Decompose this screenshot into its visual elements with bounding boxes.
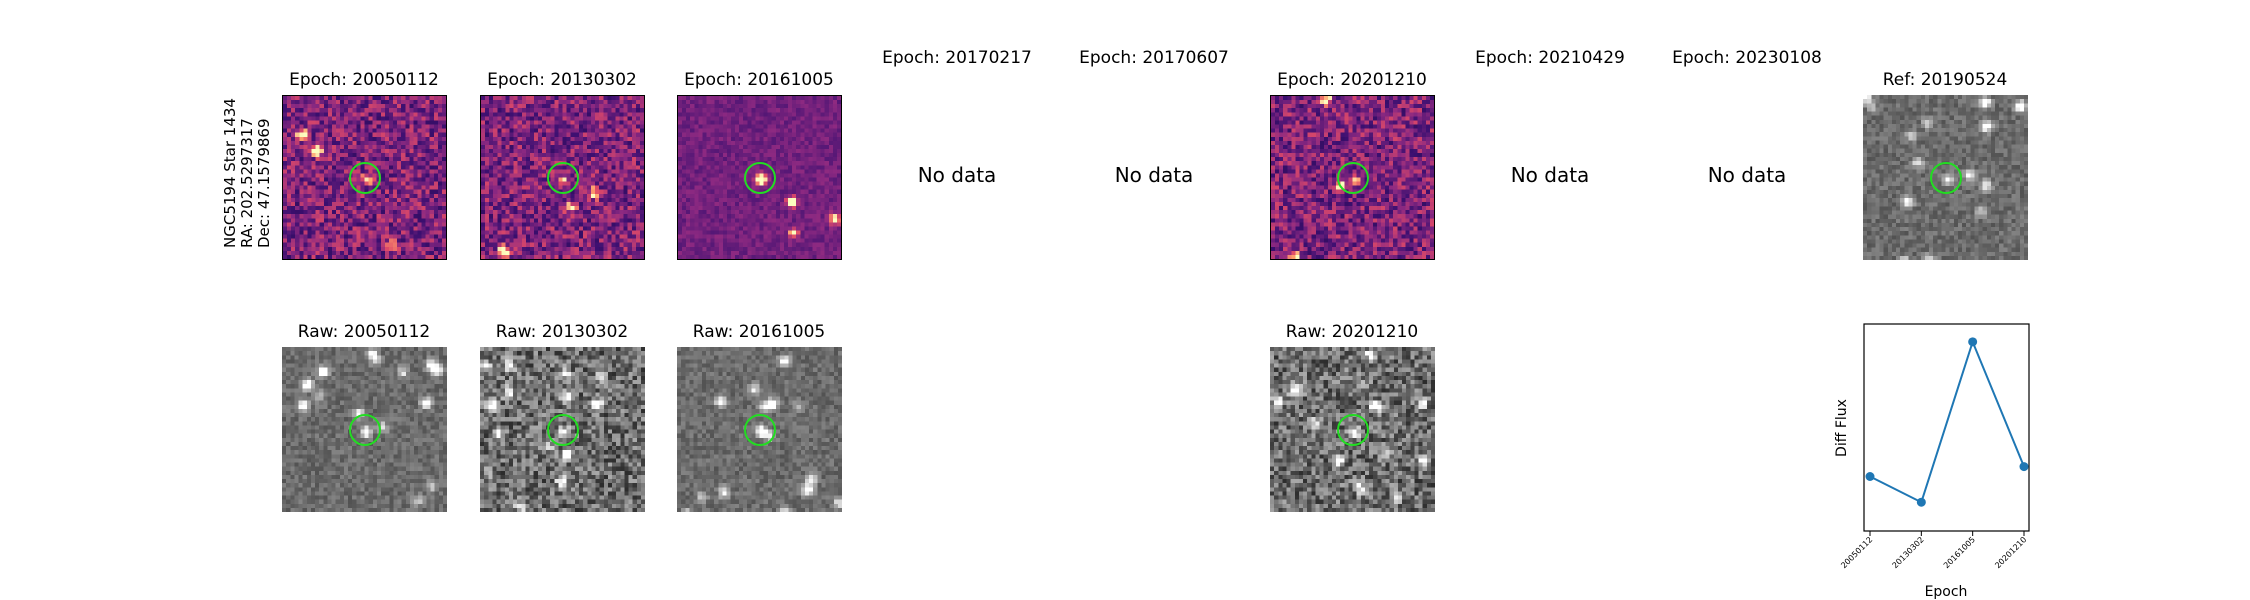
data-point xyxy=(1968,337,1978,347)
no-data-4: No data xyxy=(917,163,997,187)
epoch-title-1: Epoch: 20050112 xyxy=(289,70,439,90)
raw-title-6: Raw: 20201210 xyxy=(1285,322,1419,342)
series-line xyxy=(1869,338,2025,504)
reference-title: Ref: 20190524 xyxy=(1882,70,2008,90)
epoch-title-8: Epoch: 20230108 xyxy=(1672,48,1822,68)
light-curve-chart: 20050112 20130302 20161005 20201210 Diff Fl… xyxy=(1834,323,2030,600)
target-circle xyxy=(743,161,776,194)
epoch-title-6: Epoch: 20201210 xyxy=(1277,70,1427,90)
epoch-title-7: Epoch: 20210429 xyxy=(1475,48,1625,68)
raw-image-1 xyxy=(282,347,447,512)
epoch-title-2: Epoch: 20130302 xyxy=(487,70,637,90)
y-axis-label: Diff Flux xyxy=(1834,399,1850,457)
reference-image xyxy=(1863,95,2028,260)
diff-image-3 xyxy=(677,95,842,260)
target-circle xyxy=(1336,413,1369,446)
target-circle xyxy=(546,161,579,194)
diff-image-1 xyxy=(282,95,447,260)
data-point xyxy=(2019,462,2029,472)
no-data-8: No data xyxy=(1707,163,1787,187)
target-circle xyxy=(348,413,381,446)
data-point xyxy=(1916,497,1926,507)
diff-image-2 xyxy=(480,95,645,260)
raw-image-6 xyxy=(1270,347,1435,512)
x-tick-label: 20201210 xyxy=(1993,535,2028,570)
epoch-title-4: Epoch: 20170217 xyxy=(882,48,1032,68)
diff-image-6 xyxy=(1270,95,1435,260)
epoch-title-5: Epoch: 20170607 xyxy=(1079,48,1229,68)
data-point xyxy=(1865,472,1875,481)
x-tick-label: 20161005 xyxy=(1942,535,1977,570)
x-tick-label: 20130302 xyxy=(1891,535,1926,570)
raw-title-2: Raw: 20130302 xyxy=(495,322,629,342)
target-circle xyxy=(1929,161,1962,194)
plot-frame xyxy=(1863,323,2030,532)
target-circle xyxy=(1336,161,1369,194)
no-data-7: No data xyxy=(1510,163,1590,187)
epoch-title-3: Epoch: 20161005 xyxy=(684,70,834,90)
raw-title-1: Raw: 20050112 xyxy=(297,322,431,342)
star-ra: RA: 202.5297317 xyxy=(238,118,256,248)
x-axis-label: Epoch xyxy=(1925,584,1968,600)
target-circle xyxy=(743,413,776,446)
raw-title-3: Raw: 20161005 xyxy=(692,322,826,342)
no-data-5: No data xyxy=(1114,163,1194,187)
target-circle xyxy=(546,413,579,446)
star-dec: Dec: 47.1579869 xyxy=(255,118,273,248)
target-circle xyxy=(348,161,381,194)
star-label: NGC5194 Star 1434 RA: 202.5297317 Dec: 4… xyxy=(221,98,273,248)
star-name: NGC5194 Star 1434 xyxy=(221,98,239,248)
x-tick-label: 20050112 xyxy=(1839,535,1874,570)
raw-image-3 xyxy=(677,347,842,512)
raw-image-2 xyxy=(480,347,645,512)
